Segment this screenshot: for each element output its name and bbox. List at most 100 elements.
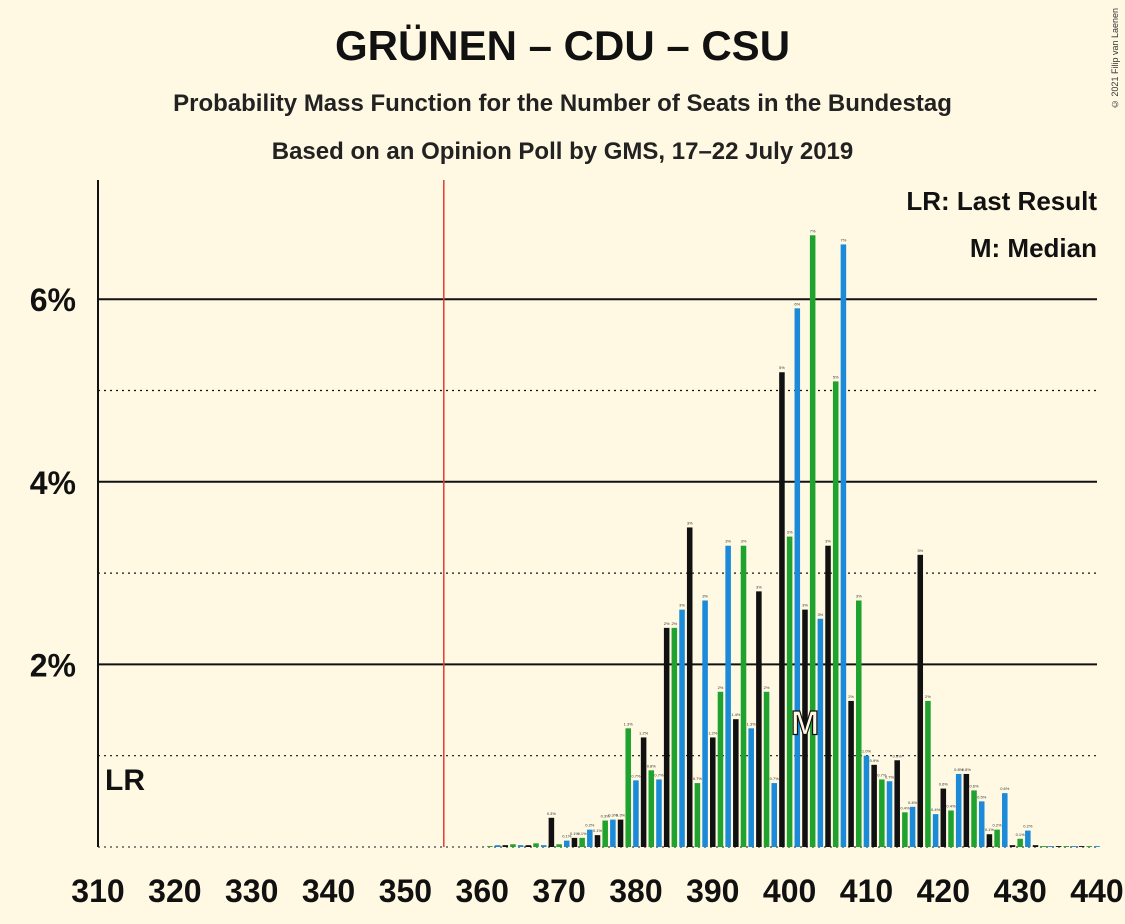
bar [802, 609, 808, 847]
legend: LR: Last Result M: Median [906, 186, 1097, 263]
bar [671, 627, 678, 847]
bar [1063, 846, 1070, 847]
bar [848, 700, 854, 847]
x-tick-label: 420 [917, 873, 970, 909]
bar-value-label: 6% [794, 301, 800, 306]
bar [786, 536, 793, 847]
bar-value-label: 5% [779, 365, 785, 370]
bar-value-label: 2% [671, 621, 677, 626]
bar [617, 819, 624, 847]
y-tick-label: 6% [30, 282, 76, 318]
bar [533, 843, 539, 847]
bar [1071, 846, 1077, 847]
bar-value-label: 5% [833, 374, 839, 379]
bar-value-label: 3% [856, 593, 862, 598]
bar [487, 846, 493, 847]
bar-series [487, 235, 1100, 848]
bar [856, 600, 862, 847]
bar [740, 545, 747, 847]
x-tick-label: 390 [686, 873, 739, 909]
bar-value-label: 0.6% [1000, 786, 1010, 791]
median-marker: M [791, 705, 819, 743]
bar-value-label: 0.7% [631, 773, 641, 778]
bar [863, 755, 870, 847]
legend-last-result: LR: Last Result [906, 186, 1097, 216]
bar [994, 829, 1000, 847]
bar-value-label: 0.4% [900, 805, 910, 810]
bar-value-label: 0.6% [939, 782, 949, 787]
x-tick-label: 310 [71, 873, 124, 909]
bar-value-label: 1.0% [862, 749, 872, 754]
bar-value-label: 0.7% [885, 774, 895, 779]
bar [663, 627, 670, 847]
bar [502, 845, 509, 847]
bar-value-label: 0.1% [1016, 832, 1026, 837]
bar [1017, 838, 1023, 847]
bar-value-label: 3% [679, 603, 685, 608]
x-tick-label: 350 [379, 873, 432, 909]
x-tick-label: 360 [456, 873, 509, 909]
bar [1040, 846, 1046, 847]
bar-value-label: 2% [848, 694, 854, 699]
bar-value-label: 7% [810, 228, 816, 233]
bar [725, 545, 731, 847]
bar-value-label: 3% [825, 539, 831, 544]
bar [832, 381, 839, 847]
bar [1094, 846, 1100, 847]
bar-value-label: 3% [817, 612, 823, 617]
bar-value-label: 0.4% [908, 800, 918, 805]
bar-value-label: 0.8% [962, 767, 972, 772]
bar [694, 783, 701, 847]
bar [656, 779, 662, 847]
bar-value-label: 0.2% [585, 823, 595, 828]
bar-value-label: 1.4% [731, 712, 741, 717]
x-tick-label: 380 [609, 873, 662, 909]
bar [556, 844, 562, 847]
chart-subtitle: Probability Mass Function for the Number… [173, 90, 952, 117]
bar-value-label: 3% [702, 593, 708, 598]
bar-value-label: 0.3% [547, 811, 557, 816]
bar-value-label: 0.2% [993, 823, 1003, 828]
bar-value-label: 2% [664, 621, 670, 626]
bar [1086, 846, 1093, 847]
last-result-label: LR [105, 764, 145, 797]
bar [679, 609, 685, 847]
bar-value-label: 3% [917, 548, 923, 553]
bar-value-label: 1.2% [639, 730, 649, 735]
bar [825, 545, 831, 847]
bar-value-label: 7% [841, 237, 847, 242]
bar [779, 372, 785, 847]
bar [932, 814, 939, 847]
bar [756, 591, 762, 847]
bar-value-label: 0.7% [877, 772, 887, 777]
bar [648, 770, 655, 847]
bar-value-label: 0.9% [893, 753, 903, 758]
bar-value-label: 3% [741, 539, 747, 544]
bar [548, 817, 555, 847]
bar [886, 781, 893, 847]
bar [494, 845, 501, 847]
bar [540, 845, 547, 847]
bar [640, 737, 647, 847]
bar [909, 806, 916, 847]
bar-value-label: 0.3% [601, 814, 611, 819]
bar-value-label: 3% [725, 539, 731, 544]
bar [771, 783, 778, 847]
bar [748, 728, 754, 847]
bar [879, 779, 885, 847]
chart-title: GRÜNEN – CDU – CSU [334, 22, 791, 69]
bar-value-label: 0.5% [977, 794, 987, 799]
bar [763, 691, 770, 847]
chart-source: Based on an Opinion Poll by GMS, 17–22 J… [271, 138, 854, 165]
axes: 310 320 330 340 350 360 370 380 390 400 410 420 430 4… [71, 180, 1124, 909]
bar [1048, 846, 1054, 847]
bar-value-label: 0.1% [562, 834, 572, 839]
bar-value-label: 1.3% [747, 721, 757, 726]
bar-value-label: 0.1% [985, 827, 995, 832]
bar-value-label: 1.2% [708, 730, 718, 735]
bar [717, 691, 724, 847]
bar-value-label: 0.2% [1023, 824, 1033, 829]
bar-value-label: 3% [756, 584, 762, 589]
bar [817, 618, 824, 847]
bar [602, 820, 608, 847]
